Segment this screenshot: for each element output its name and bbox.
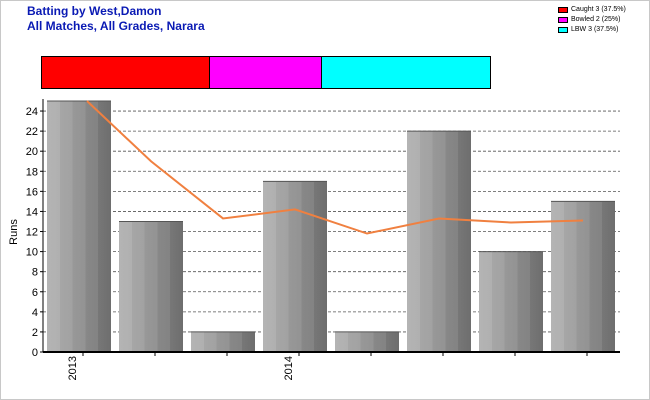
y-tick-label: 16	[26, 186, 38, 198]
y-tick-label: 14	[26, 206, 38, 218]
bar	[119, 221, 183, 352]
bar	[479, 251, 543, 352]
bar	[263, 181, 327, 352]
y-tick-label: 12	[26, 227, 38, 239]
bar	[551, 201, 615, 352]
legend-swatch-lbw	[558, 27, 568, 33]
y-tick-label: 0	[32, 347, 38, 359]
chart-title: Batting by West,Damon All Matches, All G…	[27, 4, 205, 34]
legend-label-bowled: Bowled 2 (25%)	[571, 16, 621, 23]
bar	[47, 101, 111, 352]
y-tick-label: 22	[26, 126, 38, 138]
bar	[407, 131, 471, 352]
y-tick-label: 10	[26, 247, 38, 259]
bar	[335, 331, 399, 352]
bars	[47, 100, 615, 352]
y-tick-label: 8	[32, 267, 38, 279]
y-tick-label: 24	[26, 106, 38, 118]
y-tick-label: 6	[32, 287, 38, 299]
trend-line-layer	[86, 100, 584, 235]
y-tick-label: 2	[32, 327, 38, 339]
dismissal-breakdown-bar	[41, 56, 491, 89]
legend-swatch-bowled	[558, 17, 568, 23]
dismissal-segment-lbw	[322, 57, 490, 88]
x-tick-label: 2013	[67, 356, 79, 380]
y-axis-title: Runs	[8, 219, 20, 245]
trend-line	[86, 100, 584, 235]
legend-swatch-caught	[558, 7, 568, 13]
chart-title-line2: All Matches, All Grades, Narara	[27, 19, 205, 33]
legend-item-caught: Caught 3 (37.5%)	[558, 5, 626, 15]
legend: Caught 3 (37.5%) Bowled 2 (25%) LBW 3 (3…	[558, 5, 626, 35]
legend-item-lbw: LBW 3 (37.5%)	[558, 25, 626, 35]
legend-label-caught: Caught 3 (37.5%)	[571, 6, 626, 13]
legend-item-bowled: Bowled 2 (25%)	[558, 15, 626, 25]
legend-label-lbw: LBW 3 (37.5%)	[571, 26, 619, 33]
bar	[191, 331, 255, 352]
y-tick-label: 4	[32, 307, 38, 319]
dismissal-segment-bowled	[210, 57, 322, 88]
chart-title-line1: Batting by West,Damon	[27, 4, 162, 18]
y-tick-label: 18	[26, 166, 38, 178]
y-tick-label: 20	[26, 146, 38, 158]
x-tick-label: 2014	[283, 356, 295, 380]
dismissal-segment-caught	[42, 57, 210, 88]
